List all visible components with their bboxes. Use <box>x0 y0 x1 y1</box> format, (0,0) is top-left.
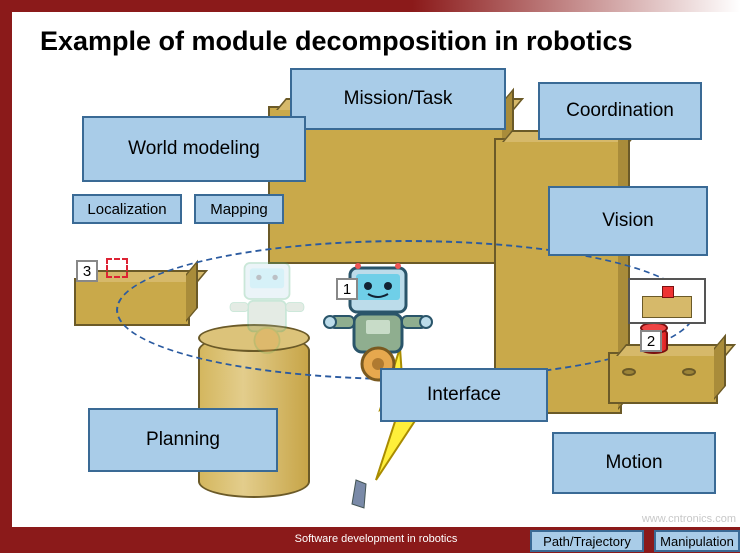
slide: Example of module decomposition in robot… <box>0 0 740 553</box>
watermark: www.cntronics.com <box>642 513 736 525</box>
slide-title: Example of module decomposition in robot… <box>40 26 633 57</box>
module-world: World modeling <box>82 116 306 182</box>
module-label: Mapping <box>210 201 268 218</box>
vision-scene <box>628 278 706 324</box>
module-label: Manipulation <box>660 534 734 549</box>
module-label: Planning <box>146 429 220 451</box>
module-mapping: Mapping <box>194 194 284 224</box>
module-label: Coordination <box>566 100 674 122</box>
marker-2: 2 <box>640 330 662 352</box>
frame-left <box>0 0 12 553</box>
frame-top <box>12 0 740 12</box>
module-label: Motion <box>605 452 662 474</box>
module-coordination: Coordination <box>538 82 702 140</box>
module-mission: Mission/Task <box>290 68 506 130</box>
module-label: Localization <box>87 201 166 218</box>
module-localization: Localization <box>72 194 182 224</box>
module-interface: Interface <box>380 368 548 422</box>
dashed-cube <box>106 258 128 278</box>
marker-label: 1 <box>343 281 351 298</box>
module-label: Interface <box>427 384 501 406</box>
marker-label: 3 <box>83 263 91 280</box>
hole-2 <box>682 368 696 376</box>
block-manip <box>608 352 718 404</box>
module-label: Vision <box>602 210 653 232</box>
module-label: Mission/Task <box>344 88 453 110</box>
marker-3: 3 <box>76 260 98 282</box>
module-vision: Vision <box>548 186 708 256</box>
module-manipulation: Manipulation <box>654 530 740 552</box>
module-label: World modeling <box>128 138 260 160</box>
module-planning: Planning <box>88 408 278 472</box>
marker-label: 2 <box>647 333 655 350</box>
small-object-icon <box>348 478 372 512</box>
marker-1: 1 <box>336 278 358 300</box>
robot-ghost-icon <box>218 254 317 362</box>
hole-1 <box>622 368 636 376</box>
module-label: Path/Trajectory <box>543 534 631 549</box>
module-path: Path/Trajectory <box>530 530 644 552</box>
module-motion: Motion <box>552 432 716 494</box>
